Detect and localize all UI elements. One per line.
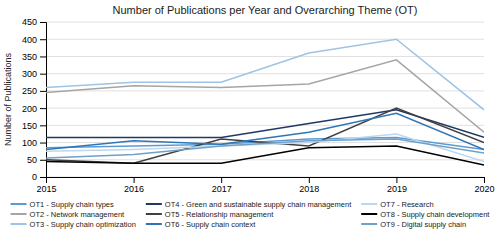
y-tick: 50 <box>27 155 46 165</box>
x-tick: 2020 <box>474 177 494 194</box>
legend-item: OT3 - Supply chain optimization <box>11 220 136 229</box>
legend-label: OT2 - Network management <box>30 210 126 219</box>
x-tick-label: 2017 <box>212 184 232 194</box>
y-tick-label: 400 <box>22 35 37 45</box>
y-tick: 450 <box>22 17 46 27</box>
x-tick: 2015 <box>36 177 56 194</box>
grid-line <box>46 90 484 91</box>
y-tick: 350 <box>22 52 46 62</box>
x-tick-mark <box>221 177 222 183</box>
y-tick: 400 <box>22 35 46 45</box>
series-line <box>46 139 484 158</box>
legend-item: OT9 - Digital supply chain <box>361 220 466 229</box>
grid-line <box>46 108 484 109</box>
y-tick-mark <box>40 56 46 57</box>
legend-swatch <box>361 223 377 225</box>
legend-swatch <box>146 213 162 215</box>
y-tick: 300 <box>22 69 46 79</box>
y-tick-label: 150 <box>22 121 37 131</box>
grid-line <box>46 22 484 23</box>
y-tick-label: 200 <box>22 103 37 113</box>
y-tick: 0 <box>32 172 46 182</box>
x-tick-mark <box>134 177 135 183</box>
legend-label: OT7 - Research <box>380 200 433 209</box>
legend-label: OT3 - Supply chain optimization <box>30 220 136 229</box>
y-tick-mark <box>40 160 46 161</box>
x-tick: 2017 <box>212 177 232 194</box>
y-axis-line <box>40 23 47 178</box>
series-line <box>46 39 484 110</box>
y-tick-label: 250 <box>22 86 37 96</box>
legend-item: OT6 - Supply chain context <box>146 220 256 229</box>
grid-line <box>46 159 484 160</box>
y-tick: 150 <box>22 121 46 131</box>
legend-item: OT5 - Relationship management <box>146 210 274 219</box>
y-tick-mark <box>40 91 46 92</box>
x-axis: 2015 2016 2017 2018 2019 2020 <box>36 177 494 194</box>
x-tick-label: 2018 <box>299 184 319 194</box>
legend-label: OT1 - Supply chain types <box>30 200 114 209</box>
legend-swatch <box>11 203 27 205</box>
y-tick-mark <box>40 74 46 75</box>
grid <box>46 22 484 177</box>
y-tick-label: 350 <box>22 52 37 62</box>
legend-item: OT4 - Green and sustainable supply chain… <box>146 200 352 209</box>
legend-label: OT6 - Supply chain context <box>165 220 256 229</box>
x-tick-label: 2016 <box>124 184 144 194</box>
x-tick: 2016 <box>124 177 144 194</box>
y-tick-label: 450 <box>22 17 37 27</box>
legend-item: OT7 - Research <box>361 200 433 209</box>
y-tick-label: 300 <box>22 69 37 79</box>
x-tick-label: 2019 <box>387 184 407 194</box>
y-tick-mark <box>40 177 46 178</box>
x-tick: 2019 <box>387 177 407 194</box>
y-tick-mark <box>40 108 46 109</box>
x-tick-label: 2015 <box>36 184 56 194</box>
y-tick-label: 0 <box>32 172 37 182</box>
legend-item: OT1 - Supply chain types <box>11 200 114 209</box>
legend-swatch <box>11 223 27 225</box>
series-line <box>46 110 484 138</box>
legend-swatch <box>361 203 377 205</box>
legend-label: OT5 - Relationship management <box>165 210 274 219</box>
chart: 2015 2016 2017 2018 2019 2020 0 50 100 150 200 250 3… <box>0 0 500 231</box>
x-tick-label: 2020 <box>474 184 494 194</box>
y-tick: 200 <box>22 103 46 113</box>
title: Number of Publications per Year and Over… <box>113 4 418 16</box>
grid-line <box>46 125 484 126</box>
legend-label: OT4 - Green and sustainable supply chain… <box>165 200 352 209</box>
y-tick-mark <box>40 39 46 40</box>
legend-item: OT2 - Network management <box>11 210 126 219</box>
y-tick-label: 50 <box>27 155 37 165</box>
y-tick-mark <box>40 143 46 144</box>
x-axis-line <box>47 178 485 184</box>
x-tick-mark <box>396 177 397 183</box>
grid-line <box>46 39 484 40</box>
y-tick-mark <box>40 125 46 126</box>
y-tick-label: 100 <box>22 138 37 148</box>
legend-swatch <box>361 213 377 215</box>
x-tick-mark <box>309 177 310 183</box>
legend: OT1 - Supply chain typesOT2 - Network ma… <box>11 200 491 229</box>
x-tick-mark <box>484 177 485 183</box>
y-tick-mark <box>40 22 46 23</box>
legend-item: OT8 - Supply chain development <box>361 210 490 219</box>
y-axis-title: Number of Publications <box>3 52 13 146</box>
grid-line <box>46 73 484 74</box>
y-tick: 100 <box>22 138 46 148</box>
legend-label: OT9 - Digital supply chain <box>380 220 466 229</box>
y-axis: 0 50 100 150 200 250 300 350 400 450 <box>22 17 47 182</box>
series-line <box>46 134 484 162</box>
y-tick: 250 <box>22 86 46 96</box>
series-line <box>46 60 484 132</box>
series-group <box>46 39 484 165</box>
x-tick: 2018 <box>299 177 319 194</box>
legend-swatch <box>11 213 27 215</box>
legend-swatch <box>146 203 162 205</box>
legend-label: OT8 - Supply chain development <box>380 210 490 219</box>
legend-swatch <box>146 223 162 225</box>
plot-area: 2015 2016 2017 2018 2019 2020 0 50 100 150 200 250 3… <box>22 17 495 194</box>
